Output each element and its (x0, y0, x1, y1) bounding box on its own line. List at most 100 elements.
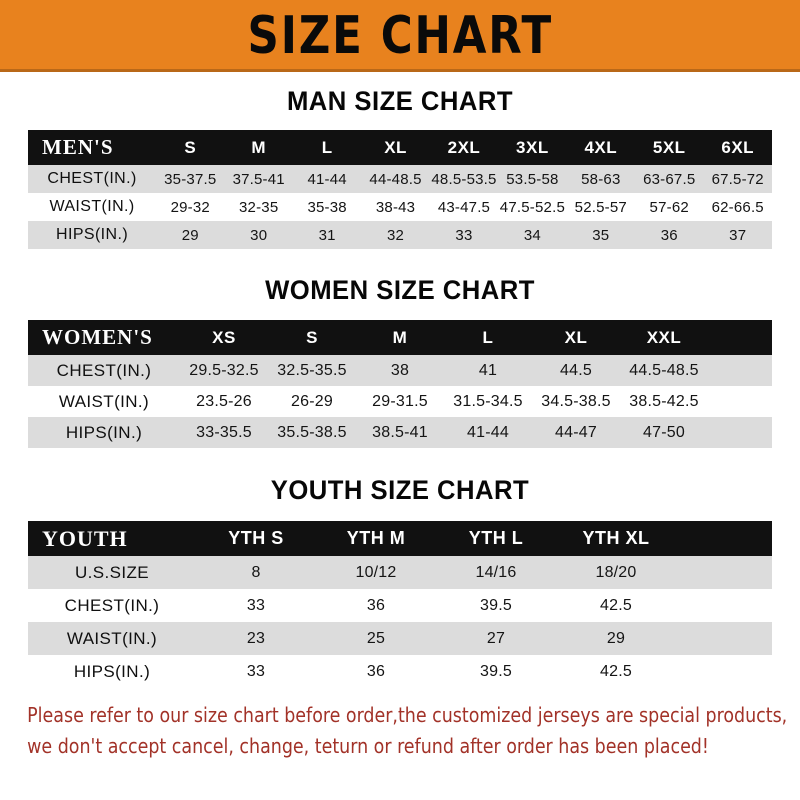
table-row: CHEST(IN.) 33 36 39.5 42.5 (28, 589, 772, 622)
table-cell-spacer (676, 589, 772, 622)
table-cell: 23.5-26 (196, 392, 252, 410)
man-row-label-chest: CHEST(IN.) (47, 170, 137, 187)
table-cell: 10/12 (355, 563, 397, 581)
women-size-header-xxl: XXL (646, 327, 682, 347)
youth-row-label-us-size: U.S.SIZE (74, 562, 150, 582)
table-cell-spacer (676, 556, 772, 589)
women-size-header-l: L (482, 327, 494, 347)
table-row: WAIST(IN.) 23 25 27 29 (28, 622, 772, 655)
table-cell: 29-31.5 (372, 392, 428, 410)
youth-table-head: YOUTH YTH S YTH M YTH L YTH XL (28, 521, 772, 556)
table-cell: 32 (387, 226, 405, 244)
table-cell: 42.5 (600, 662, 632, 680)
table-cell: 35-37.5 (164, 170, 217, 188)
table-row: HIPS(IN.) 33-35.5 35.5-38.5 38.5-41 41-4… (28, 417, 772, 448)
table-cell: 48.5-53.5 (431, 170, 497, 188)
table-cell: 52.5-57 (574, 198, 627, 216)
women-header-label: WOMEN'S (42, 325, 153, 349)
table-row: WAIST(IN.) 23.5-26 26-29 29-31.5 31.5-34… (28, 386, 772, 417)
table-cell-spacer (708, 355, 772, 386)
table-cell: 36 (366, 662, 386, 680)
table-row: CHEST(IN.) 35-37.5 37.5-41 41-44 44-48.5… (28, 165, 772, 193)
women-table-head: WOMEN'S XS S M L XL XXL (28, 320, 772, 355)
women-row-label-hips: HIPS(IN.) (65, 422, 143, 442)
man-size-header-s: S (184, 137, 197, 157)
youth-size-header-l: YTH L (468, 528, 524, 548)
spacer (28, 506, 772, 521)
table-cell: 47.5-52.5 (499, 198, 565, 216)
table-cell: 33 (246, 596, 266, 614)
table-cell: 36 (660, 226, 678, 244)
table-cell: 58-63 (581, 170, 621, 188)
table-cell: 23 (246, 629, 266, 647)
table-cell: 57-62 (649, 198, 689, 216)
order-policy-line-1: Please refer to our size chart before or… (27, 703, 788, 727)
man-table-head: MEN'S S M L XL 2XL 3XL 4XL 5XL 6XL (28, 130, 772, 165)
spacer (28, 249, 772, 275)
table-cell: 67.5-72 (711, 170, 764, 188)
women-header-row: WOMEN'S XS S M L XL XXL (28, 320, 772, 355)
table-cell: 29 (606, 629, 626, 647)
table-row: CHEST(IN.) 29.5-32.5 32.5-35.5 38 41 44.… (28, 355, 772, 386)
youth-header-row: YOUTH YTH S YTH M YTH L YTH XL (28, 521, 772, 556)
man-section-title: MAN SIZE CHART (286, 86, 514, 116)
table-cell: 37 (729, 226, 747, 244)
youth-size-header-s: YTH S (228, 528, 284, 548)
table-cell: 29 (181, 226, 199, 244)
women-size-header-s: S (306, 327, 318, 347)
women-table-body: CHEST(IN.) 29.5-32.5 32.5-35.5 38 41 44.… (28, 355, 772, 448)
table-row: HIPS(IN.) 33 36 39.5 42.5 (28, 655, 772, 688)
youth-size-table: YOUTH YTH S YTH M YTH L YTH XL U.S.SIZE … (28, 521, 772, 688)
table-cell: 37.5-41 (232, 170, 285, 188)
man-row-label-waist: WAIST(IN.) (49, 198, 135, 215)
table-cell: 34 (523, 226, 541, 244)
man-header-label: MEN'S (42, 135, 114, 159)
man-size-header-xl: XL (384, 137, 407, 157)
size-chart-sheet: MAN SIZE CHART MEN'S S M L XL 2XL 3XL 4X… (0, 72, 800, 688)
man-size-header-m: M (251, 137, 267, 157)
man-size-table: MEN'S S M L XL 2XL 3XL 4XL 5XL 6XL CHEST… (28, 130, 772, 249)
women-row-label-waist: WAIST(IN.) (58, 391, 150, 411)
table-cell-spacer (708, 417, 772, 448)
women-size-table: WOMEN'S XS S M L XL XXL CHEST(IN.) 29.5-… (28, 320, 772, 448)
table-cell-spacer (676, 655, 772, 688)
table-cell: 8 (251, 563, 261, 581)
table-cell: 63-67.5 (643, 170, 696, 188)
women-size-header-xl: XL (564, 327, 588, 347)
table-cell: 29-32 (170, 198, 210, 216)
youth-row-label-hips: HIPS(IN.) (73, 661, 151, 681)
women-row-label-chest: CHEST(IN.) (56, 360, 152, 380)
youth-size-header-xl: YTH XL (582, 528, 650, 548)
table-cell: 35.5-38.5 (277, 423, 347, 441)
table-cell: 39.5 (480, 596, 512, 614)
man-size-header-4xl: 4XL (584, 137, 618, 157)
table-cell: 32-35 (239, 198, 279, 216)
man-row-label-hips: HIPS(IN.) (56, 226, 129, 243)
table-cell: 39.5 (480, 662, 512, 680)
spacer (28, 72, 772, 86)
table-row: HIPS(IN.) 29 30 31 32 33 34 35 36 37 (28, 221, 772, 249)
man-size-header-3xl: 3XL (516, 137, 549, 157)
women-section-title: WOMEN SIZE CHART (265, 275, 535, 305)
table-cell: 30 (250, 226, 268, 244)
table-cell: 26-29 (291, 392, 333, 410)
table-cell: 38.5-41 (372, 423, 428, 441)
table-cell: 47-50 (643, 423, 685, 441)
size-chart-banner: SIZE CHART (0, 0, 800, 72)
table-cell: 44-48.5 (369, 170, 422, 188)
table-row: WAIST(IN.) 29-32 32-35 35-38 38-43 43-47… (28, 193, 772, 221)
table-cell: 25 (366, 629, 386, 647)
table-cell: 36 (366, 596, 386, 614)
page-title: SIZE CHART (247, 6, 553, 66)
table-cell: 38 (390, 361, 410, 379)
table-cell: 27 (486, 629, 506, 647)
table-cell: 43-47.5 (437, 198, 491, 216)
order-policy-line-2: we don't accept cancel, change, teturn o… (27, 734, 709, 758)
spacer (28, 448, 772, 475)
table-cell: 41-44 (307, 170, 347, 188)
table-cell: 42.5 (600, 596, 632, 614)
table-cell: 53.5-58 (506, 170, 559, 188)
man-size-header-5xl: 5XL (652, 137, 686, 157)
table-cell: 14/16 (475, 563, 517, 581)
table-cell: 44.5-48.5 (629, 361, 699, 379)
